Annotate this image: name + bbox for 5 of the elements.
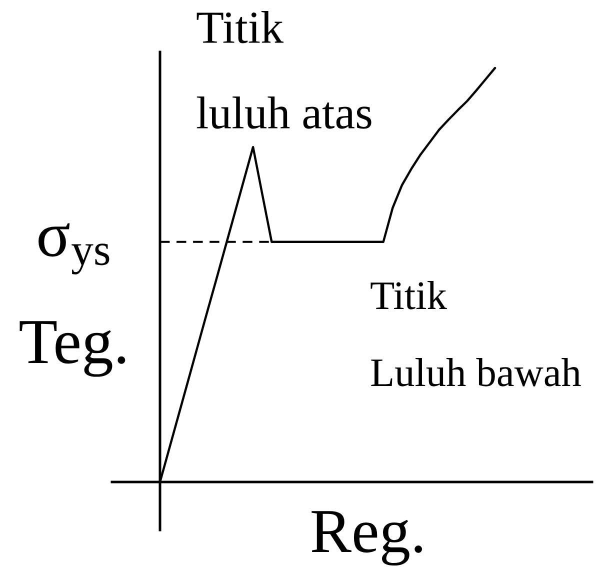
x-axis-title: Reg. (312, 511, 422, 566)
y-axis-title: Teg. (20, 321, 126, 377)
ref-line-label: σ$_{ys}$ (38, 223, 110, 274)
annotation: Titik luluh atas (196, 11, 372, 129)
text: Titik Luluh bawah (370, 281, 581, 386)
